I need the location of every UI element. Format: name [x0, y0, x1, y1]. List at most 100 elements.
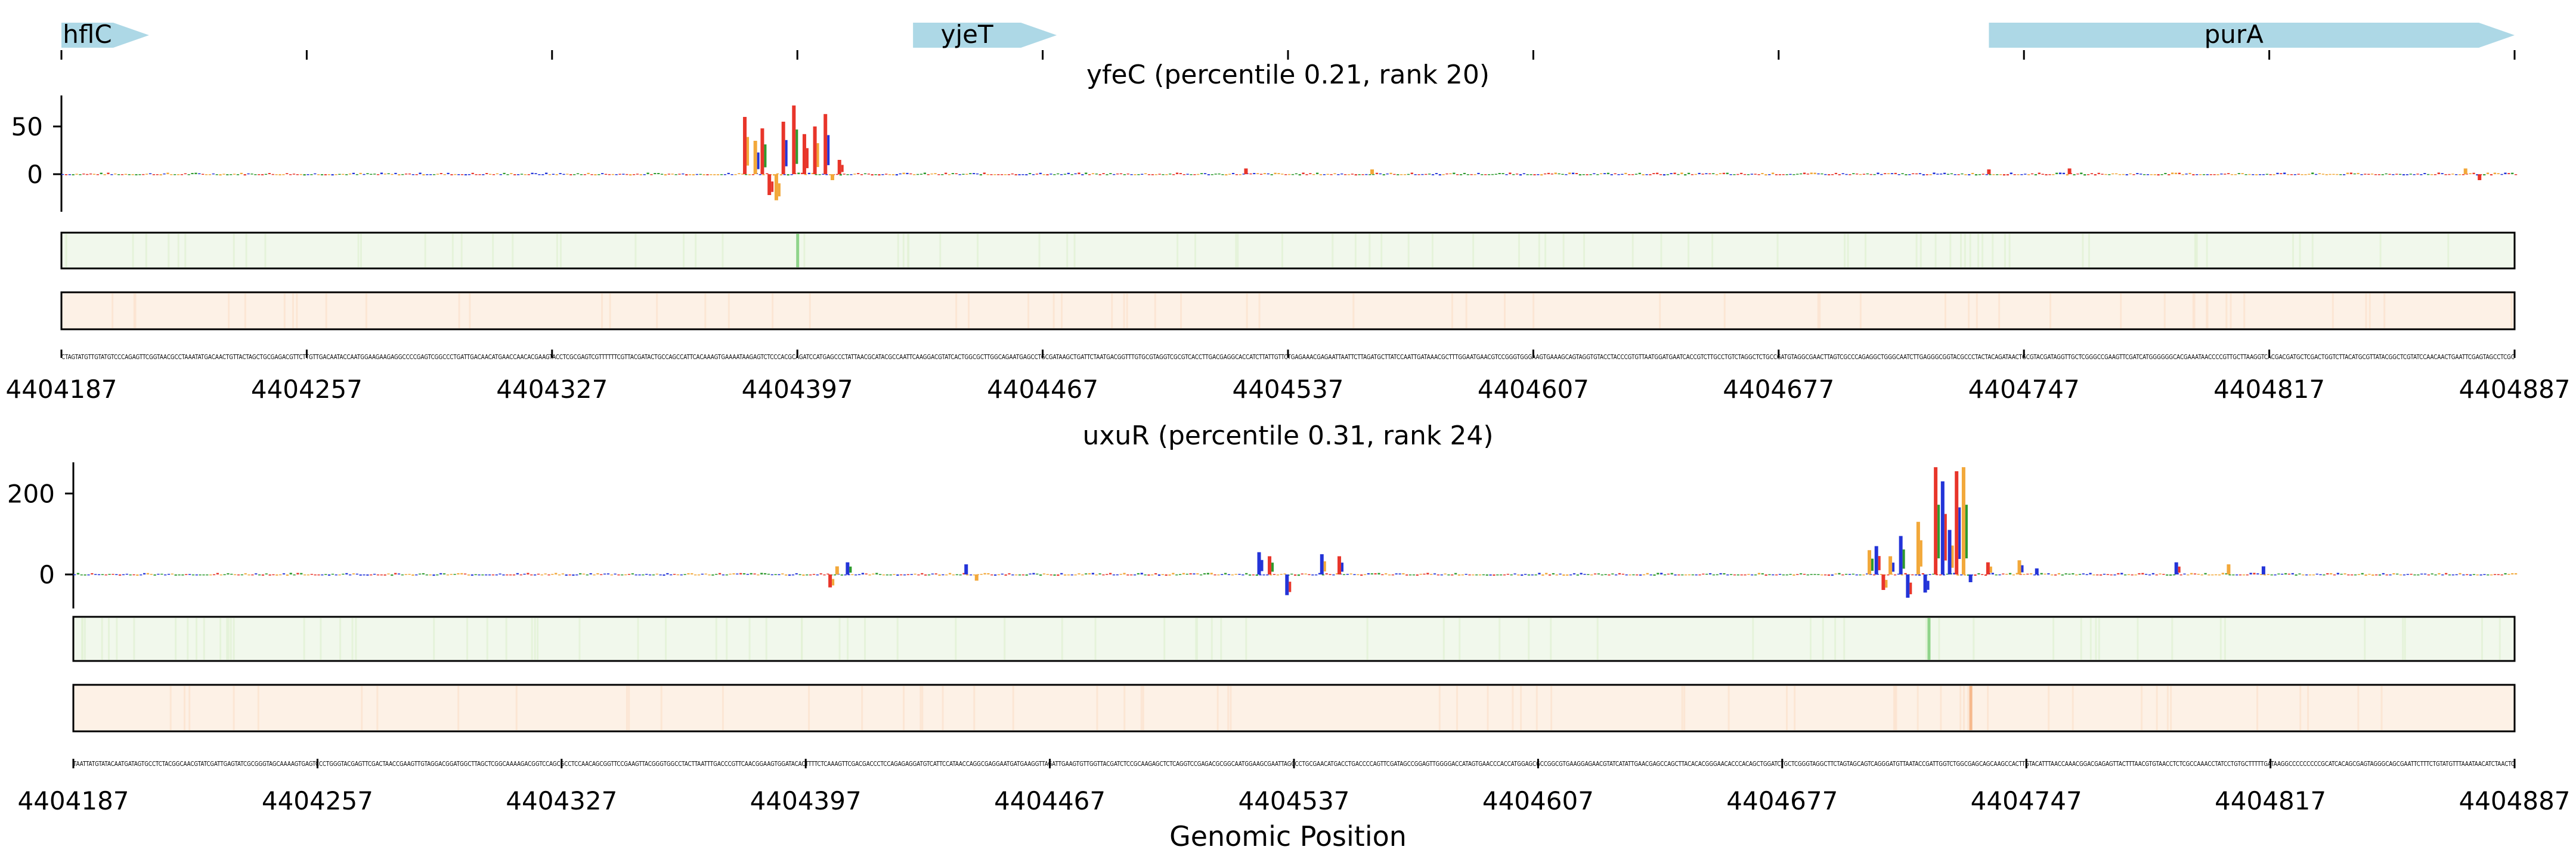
attribution-noise	[750, 573, 753, 574]
attribution-noise	[2160, 174, 2163, 175]
attribution-noise	[2146, 174, 2150, 175]
attribution-noise	[2104, 174, 2107, 175]
attribution-noise	[314, 574, 317, 576]
attribution-noise	[148, 173, 152, 174]
attribution-noise	[2284, 573, 2287, 574]
attribution-bar	[1899, 536, 1903, 574]
attribution-noise	[2164, 172, 2167, 174]
heatmap-green-cell	[902, 234, 905, 267]
attribution-noise	[519, 574, 522, 576]
attribution-noise	[593, 574, 596, 576]
attribution-noise	[1381, 574, 1384, 576]
attribution-noise	[2434, 574, 2437, 576]
attribution-noise	[471, 172, 474, 174]
attribution-noise	[2483, 574, 2486, 575]
attribution-noise	[1621, 573, 1624, 575]
attribution-bar	[1919, 540, 1922, 567]
heatmap-orange-peak	[1969, 686, 1973, 730]
attribution-noise	[1521, 574, 1524, 576]
attribution-noise	[2413, 174, 2416, 175]
attribution-noise	[1687, 172, 1690, 174]
attribution-noise	[2253, 573, 2256, 574]
attribution-noise	[419, 573, 422, 575]
heatmap-green-cell	[1194, 234, 1197, 267]
attribution-noise	[611, 174, 614, 175]
attribution-noise	[2399, 174, 2402, 175]
heatmap-green-cell	[2004, 234, 2006, 267]
attribution-bar	[1271, 563, 1274, 572]
attribution-noise	[2248, 174, 2251, 175]
attribution-noise	[1772, 172, 1775, 174]
attribution-noise	[1701, 174, 1704, 175]
attribution-noise	[506, 174, 509, 175]
attribution-noise	[226, 174, 229, 175]
attribution-noise	[1463, 172, 1466, 174]
attribution-noise	[1498, 172, 1501, 174]
attribution-noise	[1845, 174, 1848, 175]
attribution-noise	[1049, 174, 1052, 175]
attribution-noise	[2507, 173, 2510, 174]
attribution-noise	[1217, 574, 1220, 576]
attribution-noise	[394, 573, 397, 574]
attribution-noise	[2103, 573, 2106, 575]
heatmap-green-cell	[1973, 618, 1975, 660]
attribution-noise	[2155, 574, 2158, 576]
attribution-noise	[806, 574, 809, 576]
attribution-noise	[1228, 174, 1231, 175]
attribution-noise	[645, 574, 648, 575]
attribution-noise	[1196, 573, 1199, 574]
attribution-noise	[439, 573, 442, 574]
attribution-noise	[951, 173, 954, 174]
attribution-noise	[1494, 174, 1497, 175]
heatmap-orange-cell	[1794, 686, 1796, 730]
attribution-noise	[624, 574, 627, 576]
attribution-noise	[1685, 574, 1688, 576]
attribution-noise	[2326, 573, 2329, 574]
attribution-noise	[983, 172, 986, 174]
attribution-noise	[566, 174, 569, 175]
attribution-noise	[502, 574, 505, 576]
attribution-noise	[871, 174, 874, 176]
attribution-noise	[2409, 174, 2412, 175]
attribution-noise	[778, 574, 781, 576]
heatmap-green-cell	[578, 618, 581, 660]
attribution-noise	[631, 573, 634, 574]
attribution-noise	[854, 574, 857, 576]
heatmap-orange-cell	[2225, 293, 2228, 328]
attribution-bar	[830, 174, 834, 180]
attribution-noise	[391, 574, 394, 576]
attribution-noise	[261, 174, 264, 175]
heatmap-green-cell	[2171, 618, 2174, 660]
attribution-noise	[2008, 573, 2012, 574]
attribution-noise	[1936, 174, 1939, 175]
heatmap-green-cell	[847, 618, 849, 660]
attribution-noise	[1445, 173, 1448, 175]
attribution-noise	[811, 172, 814, 174]
attribution-noise	[2185, 173, 2188, 175]
attribution-bar	[813, 126, 817, 174]
attribution-noise	[234, 574, 237, 576]
attribution-noise	[2476, 574, 2479, 576]
attribution-noise	[408, 173, 411, 175]
heatmap-green-cell	[2402, 618, 2404, 660]
attribution-noise	[292, 174, 296, 175]
attribution-noise	[1828, 174, 1831, 175]
attribution-noise	[1126, 173, 1129, 175]
attribution-noise	[495, 574, 498, 576]
attribution-noise	[157, 573, 160, 575]
attribution-noise	[1262, 574, 1265, 576]
attribution-bar	[1987, 169, 1991, 174]
attribution-noise	[1580, 573, 1583, 574]
attribution-noise	[843, 174, 846, 175]
attribution-noise	[1929, 174, 1932, 175]
attribution-noise	[590, 174, 593, 175]
attribution-noise	[1409, 574, 1412, 576]
attribution-noise	[1109, 573, 1112, 574]
heatmap-green-cell	[233, 618, 235, 660]
attribution-noise	[387, 573, 390, 574]
attribution-noise	[1855, 574, 1858, 576]
attribution-noise	[1625, 574, 1628, 576]
attribution-noise	[980, 574, 983, 575]
attribution-noise	[1559, 573, 1562, 575]
attribution-noise	[680, 574, 683, 576]
